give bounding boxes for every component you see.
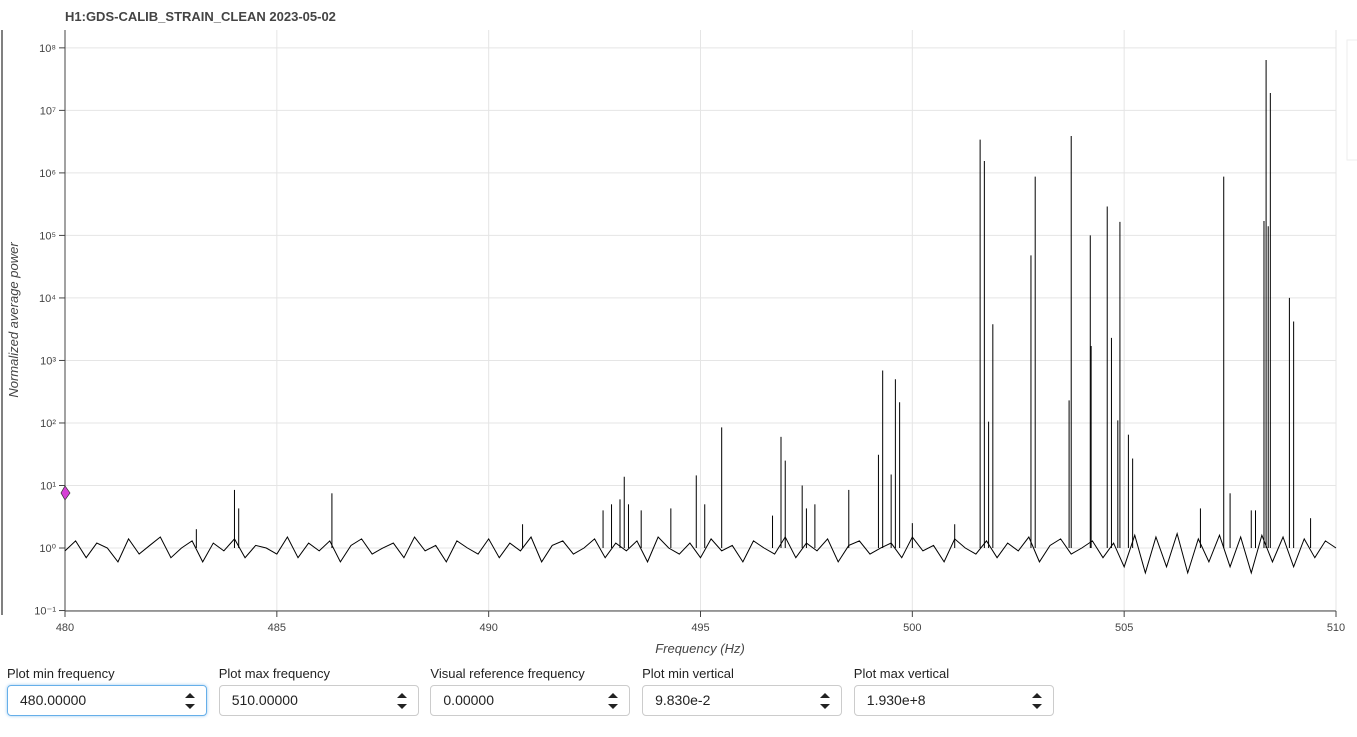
- spin-down: [185, 704, 195, 709]
- y-tick-label: 10⁵: [39, 230, 56, 242]
- x-tick-label: 485: [268, 622, 286, 634]
- x-tick-label: 510: [1327, 622, 1345, 634]
- control: Visual reference frequency 0.00000: [430, 666, 631, 716]
- x-tick-label: 490: [479, 622, 497, 634]
- control-label: Visual reference frequency: [430, 666, 585, 681]
- input-value: 480.00000: [20, 692, 87, 708]
- y-axis-label: Normalized average power: [6, 242, 21, 398]
- number-input[interactable]: 9.830e-2: [642, 685, 843, 716]
- control: Plot max vertical 1.930e+8: [853, 666, 1054, 716]
- control-label: Plot min frequency: [7, 666, 115, 681]
- control: Plot min frequency 480.00000: [7, 666, 207, 716]
- control-label: Plot min vertical: [642, 666, 734, 681]
- y-tick-label: 10⁴: [39, 293, 56, 305]
- number-input[interactable]: 510.00000: [218, 685, 419, 716]
- legend-box: [1346, 39, 1357, 161]
- x-tick-label: 505: [1115, 622, 1133, 634]
- spinner[interactable]: [819, 691, 831, 711]
- y-tick-label: 10²: [40, 418, 56, 430]
- input-value: 9.830e-2: [655, 692, 711, 708]
- control-label: Plot max vertical: [853, 666, 950, 681]
- y-tick-label: 10⁷: [40, 105, 56, 117]
- y-tick-label: 10⁻¹: [34, 606, 56, 618]
- number-input[interactable]: 1.930e+8: [853, 685, 1054, 716]
- y-tick-label: 10⁶: [39, 168, 56, 180]
- chart: H1:GDS-CALIB_STRAIN_CLEAN 2023-05-02 Fre…: [1, 9, 1357, 656]
- spinner[interactable]: [607, 691, 619, 711]
- control: Plot min vertical 9.830e-2: [642, 666, 843, 716]
- spin-up: [396, 693, 407, 698]
- y-tick-label: 10⁰: [39, 543, 56, 555]
- spin-down: [396, 704, 407, 709]
- control: Plot max frequency 510.00000: [218, 666, 419, 716]
- y-tick-label: 10⁸: [39, 43, 56, 55]
- x-tick-label: 495: [691, 622, 709, 634]
- x-axis-label: Frequency (Hz): [655, 641, 745, 656]
- spin-down: [820, 704, 831, 709]
- spin-up: [820, 693, 831, 698]
- spin-up: [185, 693, 195, 698]
- control-label: Plot max frequency: [218, 666, 330, 681]
- x-tick-label: 500: [903, 622, 921, 634]
- spinner[interactable]: [184, 691, 196, 711]
- reference-marker: [60, 485, 71, 501]
- number-input[interactable]: 480.00000: [7, 685, 207, 716]
- input-value: 510.00000: [231, 692, 298, 708]
- spinner[interactable]: [396, 691, 408, 711]
- spectrum-line: [64, 531, 1337, 575]
- input-value: 1.930e+8: [866, 692, 926, 708]
- spin-down: [1031, 704, 1042, 709]
- y-tick-label: 10³: [40, 355, 56, 367]
- x-tick-label: 480: [56, 622, 74, 634]
- y-tick-label: 10¹: [40, 480, 56, 492]
- number-input[interactable]: 0.00000: [430, 685, 631, 716]
- spin-up: [1031, 693, 1042, 698]
- spinner[interactable]: [1031, 691, 1043, 711]
- spin-up: [608, 693, 619, 698]
- spin-down: [608, 704, 619, 709]
- input-value: 0.00000: [443, 692, 494, 708]
- chart-title: H1:GDS-CALIB_STRAIN_CLEAN 2023-05-02: [65, 9, 336, 24]
